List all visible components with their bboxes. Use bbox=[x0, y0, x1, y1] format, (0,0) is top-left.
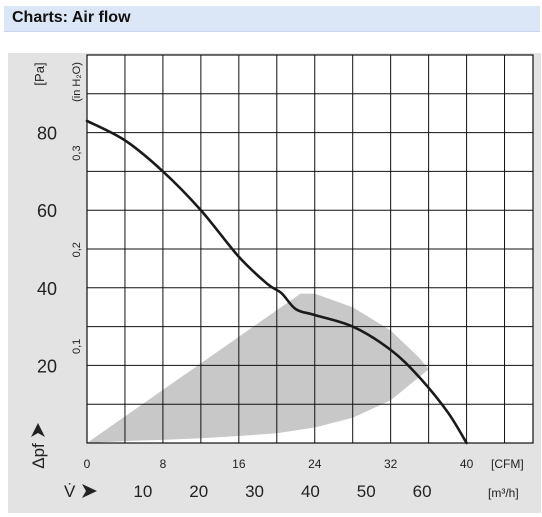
cfm-unit-label: [CFM] bbox=[491, 457, 524, 471]
cfm-tick-label: 8 bbox=[160, 457, 167, 471]
pa-tick-label: 60 bbox=[37, 201, 57, 221]
cfm-tick-label: 24 bbox=[308, 457, 322, 471]
pa-tick-label: 40 bbox=[37, 279, 57, 299]
m3h-tick-label: 30 bbox=[245, 482, 264, 501]
pressure-arrow-icon bbox=[31, 423, 45, 437]
inh2o-tick-label: 0,3 bbox=[71, 145, 83, 160]
plot-border bbox=[86, 54, 534, 444]
section-header: Charts: Air flow bbox=[4, 6, 540, 32]
cfm-tick-label: 40 bbox=[460, 457, 474, 471]
flow-arrow-icon bbox=[82, 484, 97, 498]
pa-tick-label: 20 bbox=[37, 356, 57, 376]
pa-tick-label: 80 bbox=[37, 124, 57, 144]
operating-region bbox=[87, 293, 429, 443]
m3h-tick-label: 40 bbox=[301, 482, 320, 501]
m3h-unit-label: [m³/h] bbox=[488, 486, 519, 500]
pressure-symbol: Δpf bbox=[29, 443, 48, 469]
pa-unit-label: [Pa] bbox=[32, 62, 47, 85]
cfm-tick-label: 16 bbox=[232, 457, 246, 471]
flow-symbol: V̇ bbox=[64, 482, 76, 501]
m3h-tick-label: 50 bbox=[357, 482, 376, 501]
section-title: Charts: Air flow bbox=[12, 9, 131, 26]
airflow-curve bbox=[85, 119, 468, 445]
inh2o-tick-label: 0,1 bbox=[71, 339, 83, 354]
cfm-tick-label: 32 bbox=[384, 457, 398, 471]
inh2o-tick-label: 0,2 bbox=[71, 242, 83, 257]
cfm-tick-label: 0 bbox=[84, 457, 91, 471]
m3h-tick-label: 20 bbox=[189, 482, 208, 501]
m3h-tick-label: 10 bbox=[133, 482, 152, 501]
m3h-tick-label: 60 bbox=[413, 482, 432, 501]
inh2o-unit-label: (in H₂O) bbox=[71, 62, 83, 102]
